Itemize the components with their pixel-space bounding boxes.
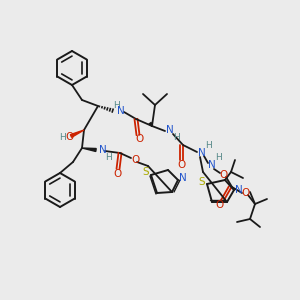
Text: O: O — [215, 200, 223, 210]
Text: O: O — [242, 188, 250, 198]
Text: O: O — [131, 155, 139, 165]
Text: S: S — [143, 167, 149, 177]
Text: N: N — [117, 106, 125, 116]
Text: O: O — [114, 169, 122, 179]
Text: H: H — [60, 133, 66, 142]
Text: O: O — [177, 160, 185, 170]
Text: H: H — [112, 101, 119, 110]
Text: H: H — [172, 133, 179, 142]
Text: O: O — [66, 132, 74, 142]
Text: H: H — [105, 154, 111, 163]
Polygon shape — [82, 148, 96, 152]
Text: N: N — [166, 125, 174, 135]
Text: H: H — [216, 154, 222, 163]
Text: N: N — [198, 148, 206, 158]
Text: N: N — [179, 173, 187, 183]
Text: N: N — [235, 185, 243, 195]
Text: N: N — [99, 145, 107, 155]
Text: O: O — [136, 134, 144, 144]
Text: O: O — [220, 170, 228, 180]
Text: S: S — [199, 177, 205, 187]
Text: H: H — [206, 142, 212, 151]
Text: N: N — [208, 160, 216, 170]
Polygon shape — [70, 130, 84, 137]
